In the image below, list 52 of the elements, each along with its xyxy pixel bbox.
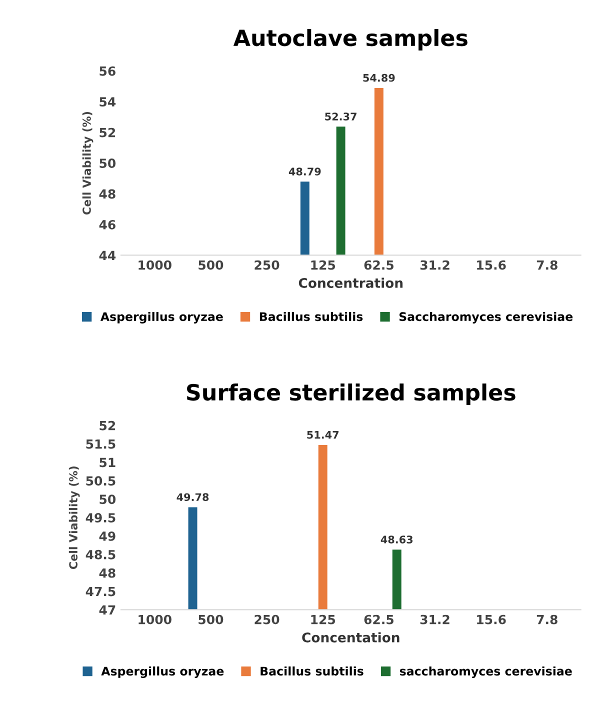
- x-tick-label: 125: [311, 260, 336, 270]
- y-tick-label: 48.5: [86, 550, 116, 560]
- y-tick-label: 54: [100, 97, 116, 107]
- y-tick-label: 49: [99, 531, 116, 541]
- x-tick-label: 7.8: [536, 260, 558, 270]
- x-tick-label: 31.2: [420, 614, 450, 624]
- y-tick-label: 44: [99, 250, 116, 260]
- data-label: 54.89: [363, 74, 395, 82]
- x-tick-label: 15.6: [477, 260, 506, 270]
- y-tick-label: 50.5: [86, 476, 116, 486]
- legend-label: Bacillus subtilis: [260, 312, 363, 322]
- data-label: 52.37: [325, 112, 356, 120]
- x-tick-label: 500: [198, 614, 224, 624]
- x-tick-label: 250: [254, 260, 280, 270]
- y-tick-label: 50: [100, 494, 116, 504]
- x-tick-label: 7.8: [536, 614, 558, 624]
- y-tick-label: 50: [100, 158, 116, 168]
- x-tick-label: 15.6: [477, 614, 506, 624]
- y-tick-label: 48: [99, 189, 116, 199]
- x-tick-label: 1000: [138, 614, 172, 624]
- chart-title: Surface sterilized samples: [186, 384, 516, 406]
- data-label: 49.78: [176, 493, 209, 502]
- y-tick-label: 48: [99, 568, 116, 578]
- x-tick-label: 250: [254, 614, 280, 624]
- legend-label: Saccharomyces cerevisiae: [399, 312, 573, 324]
- x-tick-label: 500: [198, 260, 224, 270]
- y-tick-label: 51.5: [86, 439, 116, 449]
- y-axis-title: Cell Viability (%): [82, 112, 94, 215]
- legend-label: Aspergillus oryzae: [100, 312, 223, 324]
- x-tick-label: 1000: [138, 260, 172, 270]
- y-tick-label: 47.5: [86, 586, 116, 596]
- x-axis-title: Concentation: [302, 632, 400, 642]
- y-tick-label: 47: [99, 605, 116, 614]
- data-label: 48.79: [288, 168, 321, 176]
- x-axis-title: Concentration: [298, 278, 403, 288]
- y-tick-label: 49.5: [86, 513, 116, 522]
- y-tick-label: 56: [100, 66, 116, 76]
- data-label: 48.63: [380, 536, 413, 544]
- chart-title: Autoclave samples: [233, 29, 468, 51]
- y-tick-label: 52: [100, 420, 116, 430]
- y-tick-label: 46: [99, 220, 116, 230]
- x-tick-label: 62.5: [364, 614, 394, 624]
- y-tick-label: 51: [100, 458, 116, 468]
- x-tick-label: 125: [311, 614, 336, 624]
- data-label: 51.47: [307, 431, 339, 439]
- legend-label: saccharomyces cerevisiae: [400, 666, 572, 678]
- legend-label: Bacillus subtilis: [260, 666, 364, 676]
- y-tick-label: 52: [100, 128, 116, 138]
- x-tick-label: 62.5: [364, 260, 394, 270]
- y-axis-title: Cell Viability (%): [68, 466, 80, 570]
- x-tick-label: 31.2: [420, 260, 450, 270]
- legend-label: Aspergillus oryzae: [101, 666, 224, 678]
